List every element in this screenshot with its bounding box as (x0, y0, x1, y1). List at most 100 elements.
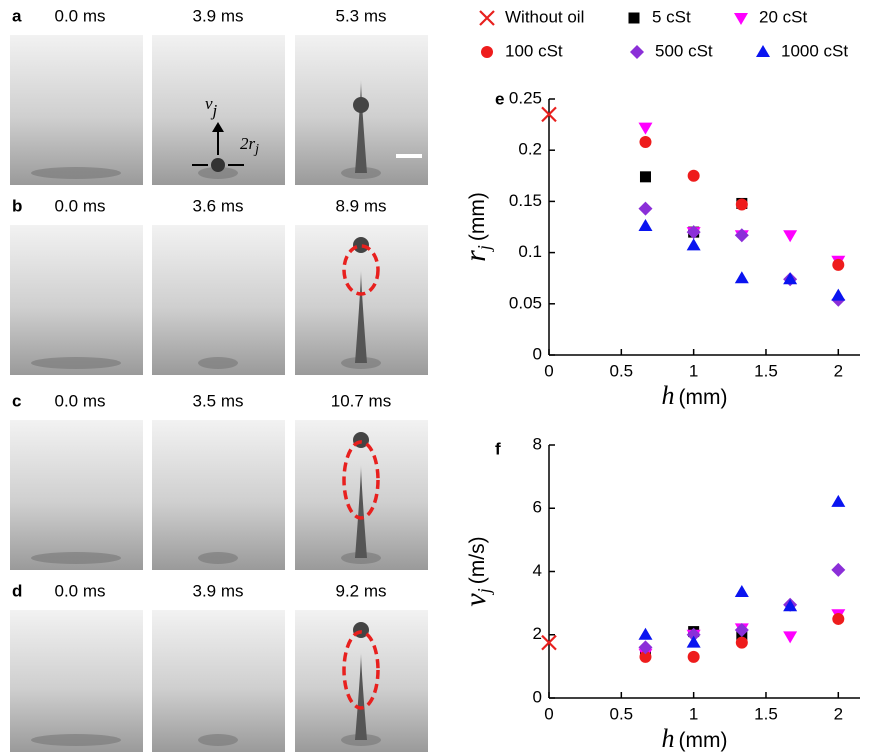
legend-label: 100 cSt (505, 41, 563, 60)
photo (10, 610, 143, 752)
time-label: 3.9 ms (192, 6, 243, 25)
droplet-base (198, 734, 238, 746)
x-tick-label: 0 (544, 704, 553, 723)
legend-marker (479, 10, 495, 26)
data-point (638, 122, 653, 135)
data-point (639, 171, 651, 183)
data-point (734, 228, 749, 243)
legend-marker (734, 13, 748, 25)
time-label: 9.2 ms (335, 581, 386, 600)
droplet-base (31, 734, 121, 746)
data-point (734, 623, 749, 638)
data-point (783, 631, 798, 644)
data-point (541, 106, 557, 123)
legend-label: 5 cSt (652, 7, 691, 26)
x-tick-label: 1 (689, 361, 698, 380)
unit: (mm) (679, 729, 728, 752)
legend-marker (481, 46, 493, 58)
droplet-base (31, 167, 121, 179)
subscript: j (474, 588, 494, 595)
time-label: 10.7 ms (331, 391, 391, 410)
x-tick-label: 2 (834, 704, 843, 723)
unit: (mm) (466, 192, 489, 241)
legend-marker (630, 45, 644, 59)
time-label: 0.0 ms (54, 6, 105, 25)
y-tick-label: 0.1 (518, 242, 542, 261)
symbol: v (459, 593, 492, 607)
subscript: j (253, 142, 259, 157)
droplet-base (31, 357, 121, 369)
legend-label: 1000 cSt (781, 41, 848, 60)
time-label: 3.6 ms (192, 196, 243, 215)
jet (355, 80, 367, 173)
data-point (541, 634, 557, 651)
y-tick-label: 2 (533, 624, 542, 643)
data-point (831, 494, 846, 507)
scale-bar (396, 154, 422, 158)
symbol: h (662, 381, 675, 410)
panel-label: b (12, 196, 22, 215)
y-tick-label: 0 (533, 344, 542, 363)
jet (355, 270, 367, 363)
highlight-ellipse (342, 244, 380, 296)
unit: (mm) (679, 386, 728, 409)
photo (10, 420, 143, 570)
diameter-label: 2rj (240, 134, 259, 157)
y-axis-label: vj (m/s) (459, 536, 494, 606)
symbol: h (662, 724, 675, 753)
y-tick-label: 0 (533, 687, 542, 706)
jet (355, 465, 367, 558)
highlight-ellipse (342, 440, 380, 520)
data-point (687, 169, 700, 182)
data-point (735, 636, 748, 649)
time-label: 0.0 ms (54, 581, 105, 600)
data-point (734, 271, 749, 284)
subscript: j (211, 101, 218, 120)
panel-label: e (495, 89, 504, 108)
data-point (686, 238, 701, 251)
photo (152, 225, 285, 375)
data-point (783, 599, 798, 612)
data-point (639, 650, 652, 663)
subscript: j (474, 245, 494, 252)
ejected-drop (353, 97, 369, 113)
time-label: 3.5 ms (192, 391, 243, 410)
photo (10, 225, 143, 375)
data-point (639, 136, 652, 149)
droplet-base (31, 552, 121, 564)
jet (355, 652, 367, 740)
data-point (783, 272, 798, 285)
y-tick-label: 6 (533, 498, 542, 517)
data-point (638, 627, 653, 640)
y-tick-label: 0.05 (509, 293, 542, 312)
data-point (734, 585, 749, 598)
x-tick-label: 1 (689, 704, 698, 723)
data-point (783, 230, 798, 243)
y-tick-label: 8 (533, 434, 542, 453)
unit: (m/s) (466, 536, 489, 584)
x-tick-label: 2 (834, 361, 843, 380)
symbol: r (459, 250, 492, 262)
y-tick-label: 0.2 (518, 140, 542, 159)
ejected-drop (353, 237, 369, 253)
data-point (686, 635, 701, 648)
data-point (638, 201, 653, 216)
panel-label: d (12, 581, 22, 600)
panel-label: f (495, 439, 501, 458)
data-point (687, 650, 700, 663)
data-point (832, 612, 845, 625)
x-tick-label: 0.5 (610, 361, 634, 380)
panel-label: a (12, 6, 22, 25)
legend-label: Without oil (505, 7, 584, 26)
time-label: 5.3 ms (335, 6, 386, 25)
jet-drop (211, 158, 225, 172)
legend-marker (756, 45, 770, 57)
data-point (832, 258, 845, 271)
panel-label: c (12, 391, 21, 410)
time-label: 0.0 ms (54, 196, 105, 215)
y-axis-label: rj (mm) (459, 192, 494, 262)
x-tick-label: 0.5 (610, 704, 634, 723)
y-tick-label: 0.15 (509, 191, 542, 210)
y-tick-label: 4 (533, 561, 542, 580)
